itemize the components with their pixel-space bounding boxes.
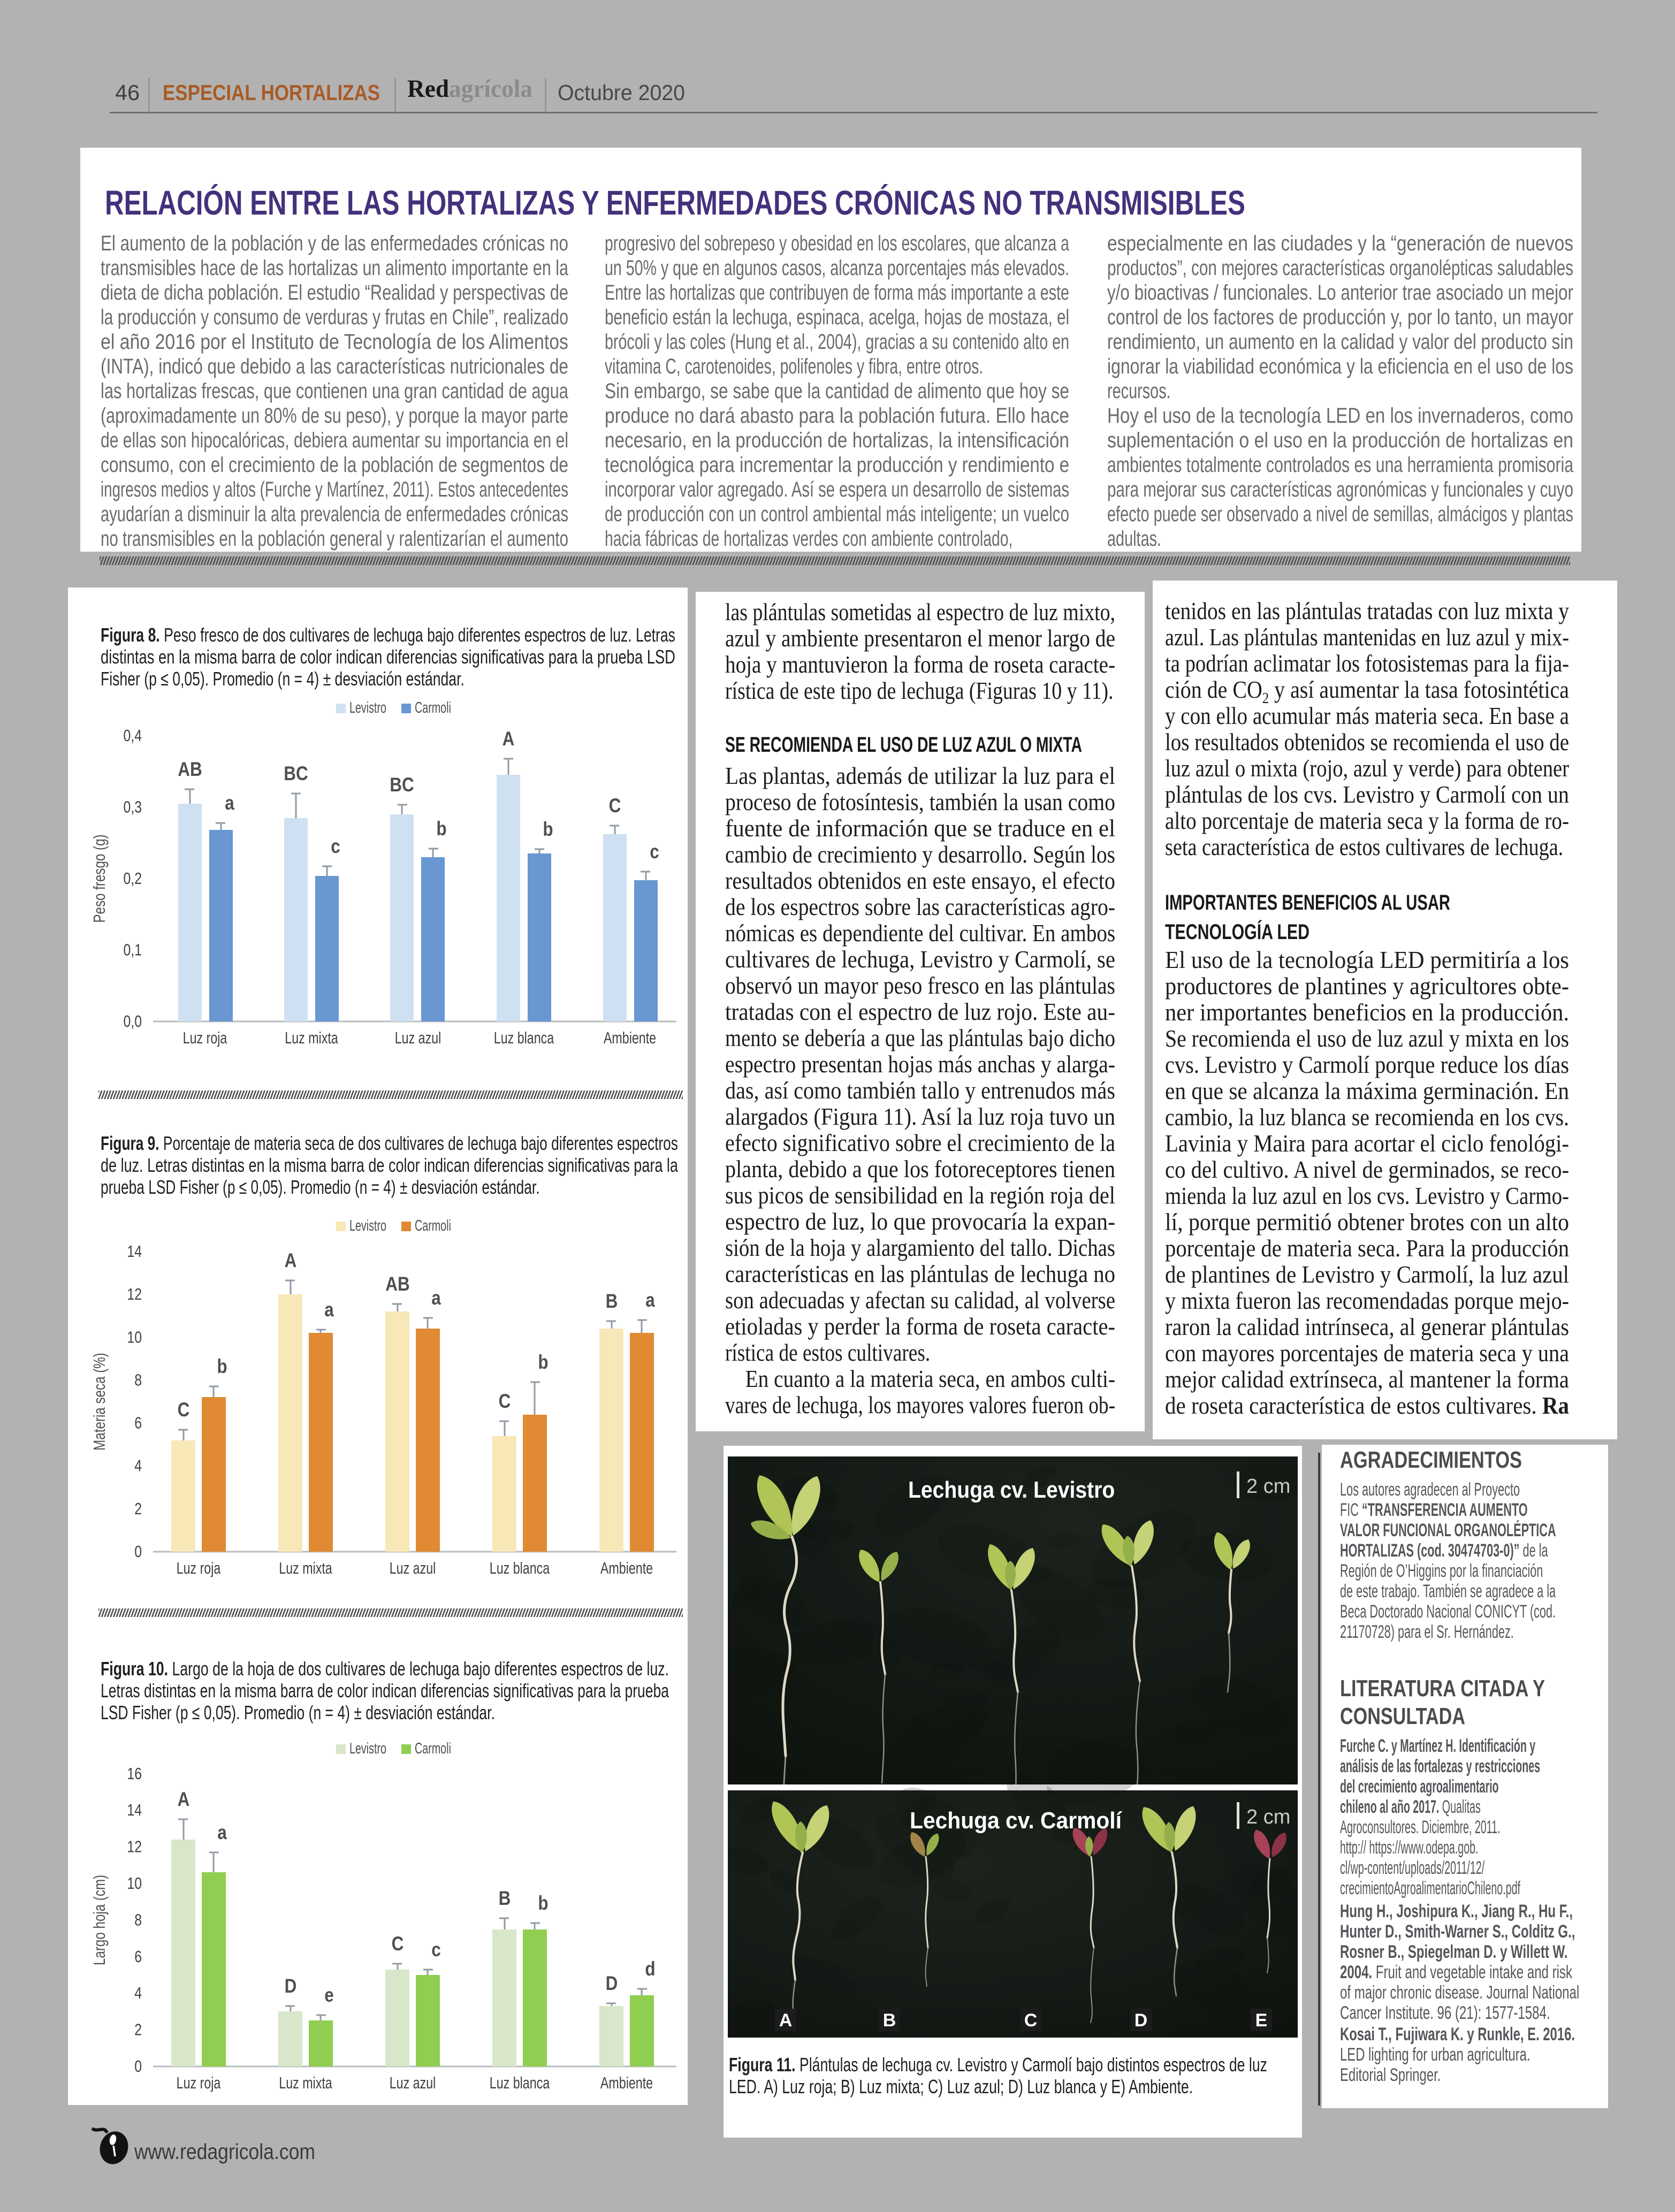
svg-text:b: b — [436, 818, 446, 840]
svg-text:c: c — [431, 1939, 440, 1961]
svg-text:C: C — [609, 795, 621, 817]
svg-text:Luz roja: Luz roja — [183, 1028, 227, 1047]
svg-text:b: b — [538, 1893, 548, 1914]
svg-text:Luz roja: Luz roja — [177, 1559, 221, 1577]
svg-text:b: b — [543, 819, 553, 841]
svg-text:e: e — [324, 1985, 333, 2007]
svg-text:Luz azul: Luz azul — [395, 1028, 441, 1047]
svg-text:Levistro: Levistro — [349, 699, 386, 716]
svg-text:Carmoli: Carmoli — [415, 699, 451, 716]
svg-text:b: b — [217, 1356, 227, 1378]
svg-text:12: 12 — [127, 1837, 142, 1856]
svg-text:0,3: 0,3 — [124, 798, 142, 816]
svg-text:Luz azul: Luz azul — [390, 1559, 436, 1577]
svg-text:AB: AB — [385, 1273, 409, 1295]
svg-text:0,4: 0,4 — [124, 726, 142, 744]
svg-text:a: a — [225, 792, 234, 814]
svg-text:Luz blanca: Luz blanca — [494, 1028, 554, 1047]
svg-text:Luz mixta: Luz mixta — [279, 2073, 332, 2092]
svg-text:Luz roja: Luz roja — [177, 2073, 221, 2092]
svg-text:D: D — [1135, 2010, 1148, 2031]
svg-text:6: 6 — [134, 1414, 142, 1432]
svg-text:B: B — [883, 2010, 896, 2031]
svg-text:C: C — [1024, 2010, 1038, 2031]
svg-text:a: a — [217, 1822, 227, 1844]
svg-text:Luz mixta: Luz mixta — [285, 1028, 338, 1047]
svg-text:a: a — [431, 1287, 441, 1309]
svg-text:c: c — [650, 841, 659, 863]
svg-text:4: 4 — [134, 1984, 142, 2002]
svg-text:BC: BC — [390, 774, 414, 796]
svg-text:8: 8 — [134, 1911, 142, 1929]
svg-text:Luz blanca: Luz blanca — [490, 1559, 550, 1577]
svg-text:B: B — [606, 1291, 618, 1313]
svg-text:Carmoli: Carmoli — [415, 1217, 451, 1234]
svg-text:14: 14 — [127, 1801, 142, 1819]
svg-text:2 cm: 2 cm — [1246, 1475, 1290, 1498]
svg-text:A: A — [779, 2010, 793, 2031]
svg-text:0,1: 0,1 — [124, 941, 142, 959]
svg-text:b: b — [538, 1352, 548, 1374]
svg-text:D: D — [285, 1975, 297, 1997]
svg-text:Levistro: Levistro — [349, 1217, 386, 1234]
svg-text:C: C — [178, 1399, 190, 1421]
svg-text:2 cm: 2 cm — [1246, 1806, 1290, 1828]
svg-text:10: 10 — [127, 1874, 142, 1892]
svg-text:a: a — [645, 1290, 655, 1311]
svg-text:Levistro: Levistro — [349, 1740, 386, 1757]
svg-text:Ambiente: Ambiente — [604, 1028, 656, 1047]
svg-text:10: 10 — [127, 1328, 142, 1346]
svg-text:E: E — [1255, 2010, 1268, 2031]
svg-text:d: d — [645, 1958, 655, 1980]
svg-text:14: 14 — [127, 1242, 142, 1260]
svg-text:2: 2 — [134, 1499, 142, 1517]
svg-text:AB: AB — [178, 759, 202, 781]
svg-text:16: 16 — [127, 1764, 142, 1782]
svg-text:Ambiente: Ambiente — [600, 1559, 653, 1577]
svg-text:6: 6 — [134, 1947, 142, 1965]
svg-text:0: 0 — [134, 2057, 142, 2075]
svg-text:8: 8 — [134, 1371, 142, 1389]
svg-text:4: 4 — [134, 1456, 142, 1475]
svg-text:Luz azul: Luz azul — [390, 2073, 436, 2092]
svg-text:0: 0 — [134, 1542, 142, 1560]
svg-text:Largo hoja (cm): Largo hoja (cm) — [90, 1875, 109, 1965]
svg-text:0,2: 0,2 — [124, 869, 142, 887]
svg-text:Luz mixta: Luz mixta — [279, 1559, 332, 1577]
svg-text:0,0: 0,0 — [124, 1012, 142, 1030]
svg-text:Luz blanca: Luz blanca — [490, 2073, 550, 2092]
svg-text:A: A — [178, 1789, 190, 1811]
svg-text:A: A — [502, 728, 515, 750]
svg-text:BC: BC — [284, 763, 308, 785]
svg-text:C: C — [392, 1933, 404, 1955]
svg-text:B: B — [499, 1888, 511, 1910]
svg-text:c: c — [331, 836, 340, 858]
svg-text:D: D — [606, 1973, 618, 1995]
svg-text:Ambiente: Ambiente — [600, 2073, 653, 2092]
svg-text:12: 12 — [127, 1285, 142, 1303]
svg-text:A: A — [285, 1250, 297, 1272]
svg-text:Materia seca (%): Materia seca (%) — [90, 1353, 109, 1451]
svg-text:Carmoli: Carmoli — [415, 1740, 451, 1757]
svg-text:a: a — [324, 1299, 334, 1321]
svg-text:C: C — [499, 1391, 511, 1413]
svg-text:Peso fresgo (g): Peso fresgo (g) — [90, 834, 109, 922]
svg-text:2: 2 — [134, 2020, 142, 2039]
